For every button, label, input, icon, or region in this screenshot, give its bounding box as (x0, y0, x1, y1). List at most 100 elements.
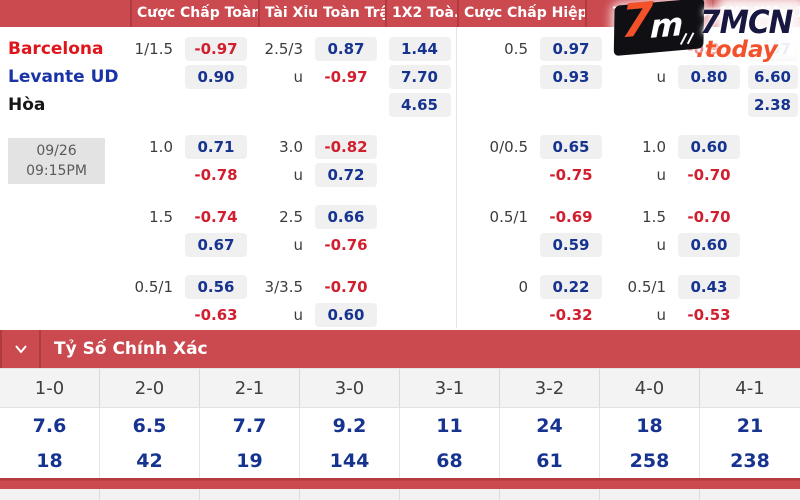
clipped-score-cell (500, 489, 600, 500)
odds-value[interactable]: -0.70 (687, 166, 731, 184)
score-header: 2-0 (100, 368, 200, 408)
score-odds-value[interactable]: 24 (500, 408, 600, 443)
handicap-line (607, 91, 673, 119)
odds-value[interactable]: 1.44 (388, 37, 451, 61)
odds-value[interactable]: 0.60 (315, 303, 377, 327)
odds-grid: 1/1.5-0.972.5/30.871.440.50.97-0.901.970… (0, 27, 800, 329)
score-odds-value[interactable]: 19 (200, 443, 300, 478)
handicap-line (382, 133, 457, 161)
clipped-score-cell (700, 489, 800, 500)
odds-value[interactable]: -0.53 (687, 306, 731, 324)
handicap-line: 1.0 (149, 138, 173, 156)
score-odds-value[interactable]: 144 (300, 443, 400, 478)
odds-value-cell: 0.59 (535, 231, 607, 259)
handicap-line (382, 301, 457, 329)
score-header: 1-0 (0, 368, 100, 408)
handicap-line: 1.5 (642, 208, 666, 226)
handicap-line: u (293, 306, 303, 324)
draw-label: Hòa (8, 95, 46, 115)
column-divider (456, 27, 457, 328)
odds-value[interactable]: 0.72 (315, 163, 377, 187)
odds-row: 1.0 0.71 3.0 -0.82 0/0.5 0.65 1.0 0.60 (0, 133, 800, 161)
odds-value-cell: 0.97 (535, 35, 607, 63)
odds-value[interactable]: -0.82 (315, 135, 377, 159)
odds-value-cell: 0.60 (673, 231, 745, 259)
odds-value-cell: -0.76 (310, 231, 382, 259)
odds-value-cell: 0.80 (673, 63, 745, 91)
odds-value[interactable]: -0.74 (194, 208, 238, 226)
odds-value[interactable]: -0.70 (324, 278, 368, 296)
odds-value[interactable]: 0.22 (540, 275, 602, 299)
handicap-line: 0.5 (504, 40, 528, 58)
score-odds-value[interactable]: 238 (700, 443, 800, 478)
odds-value[interactable]: 0.71 (185, 135, 247, 159)
score-odds-value[interactable]: 18 (600, 408, 700, 443)
odds-value[interactable]: 0.56 (185, 275, 247, 299)
odds-value[interactable]: 0.90 (185, 65, 247, 89)
odds-value[interactable]: -0.69 (549, 208, 593, 226)
odds-value[interactable]: 0.97 (540, 37, 602, 61)
odds-value[interactable]: -0.97 (185, 37, 247, 61)
odds-value[interactable]: 0.65 (540, 135, 602, 159)
odds-value[interactable]: -0.75 (549, 166, 593, 184)
score-odds-value[interactable]: 42 (100, 443, 200, 478)
handicap-line: 3/3.5 (264, 278, 303, 296)
odds-value[interactable]: -0.70 (687, 208, 731, 226)
odds-value[interactable]: 0.93 (540, 65, 602, 89)
odds-value[interactable]: -0.76 (324, 236, 368, 254)
score-odds-value[interactable]: 21 (700, 408, 800, 443)
odds-value[interactable]: -0.32 (549, 306, 593, 324)
handicap-line: 0.5/1 (134, 278, 173, 296)
kickoff-datetime: 09/26 09:15PM (8, 138, 105, 184)
team-away: Levante UD (8, 67, 119, 87)
odds-value[interactable]: 6.60 (747, 65, 798, 89)
odds-value[interactable]: -0.78 (194, 166, 238, 184)
odds-value[interactable]: 7.70 (388, 65, 451, 89)
odds-value-cell: -0.70 (673, 161, 745, 189)
score-odds-value[interactable]: 68 (400, 443, 500, 478)
score-odds-value[interactable]: 61 (500, 443, 600, 478)
odds-value[interactable]: 0.60 (678, 135, 740, 159)
handicap-line (457, 63, 535, 91)
odds-value[interactable]: 0.43 (678, 275, 740, 299)
score-header: 4-0 (600, 368, 700, 408)
odds-value[interactable]: 0.87 (315, 37, 377, 61)
odds-value[interactable]: 0.60 (678, 233, 740, 257)
logo-monogram-m: m (649, 4, 684, 46)
odds-value-cell: -0.97 (310, 63, 382, 91)
chevron-down-icon[interactable] (13, 341, 29, 357)
odds-value-cell: 0.60 (673, 133, 745, 161)
odds-value-cell: 0.90 (180, 63, 252, 91)
odds-value-cell: 0.87 (310, 35, 382, 63)
odds-value[interactable]: 0.66 (315, 205, 377, 229)
handicap-line (130, 301, 180, 329)
score-odds-value[interactable]: 9.2 (300, 408, 400, 443)
odds-value[interactable]: 0.59 (540, 233, 602, 257)
handicap-line (130, 231, 180, 259)
score-odds-value[interactable]: 18 (0, 443, 100, 478)
score-odds-value[interactable]: 11 (400, 408, 500, 443)
score-odds-value[interactable]: 258 (600, 443, 700, 478)
odds-value[interactable]: 4.65 (388, 93, 451, 117)
odds-row: 4.65 2.38 (0, 91, 800, 119)
handicap-line (382, 203, 457, 231)
next-score-row-partial (0, 489, 800, 500)
score-odds-value[interactable]: 7.6 (0, 408, 100, 443)
score-odds-value[interactable]: 7.7 (200, 408, 300, 443)
odds-value[interactable]: -0.63 (194, 306, 238, 324)
odds-value[interactable]: 0.80 (678, 65, 740, 89)
odds-value[interactable]: -0.97 (324, 68, 368, 86)
handicap-line: 2.5/3 (264, 40, 303, 58)
handicap-line (457, 161, 535, 189)
odds-value[interactable]: 2.38 (747, 93, 798, 117)
kickoff-date: 09/26 (36, 142, 77, 159)
odds-value-cell: 0.66 (310, 203, 382, 231)
score-odds-value[interactable]: 6.5 (100, 408, 200, 443)
odds-value-cell: 0.93 (535, 63, 607, 91)
handicap-line (382, 231, 457, 259)
odds-value-cell: 6.60 (745, 63, 800, 91)
handicap-line (457, 91, 535, 119)
clipped-score-cell (200, 489, 300, 500)
odds-value[interactable]: 0.67 (185, 233, 247, 257)
